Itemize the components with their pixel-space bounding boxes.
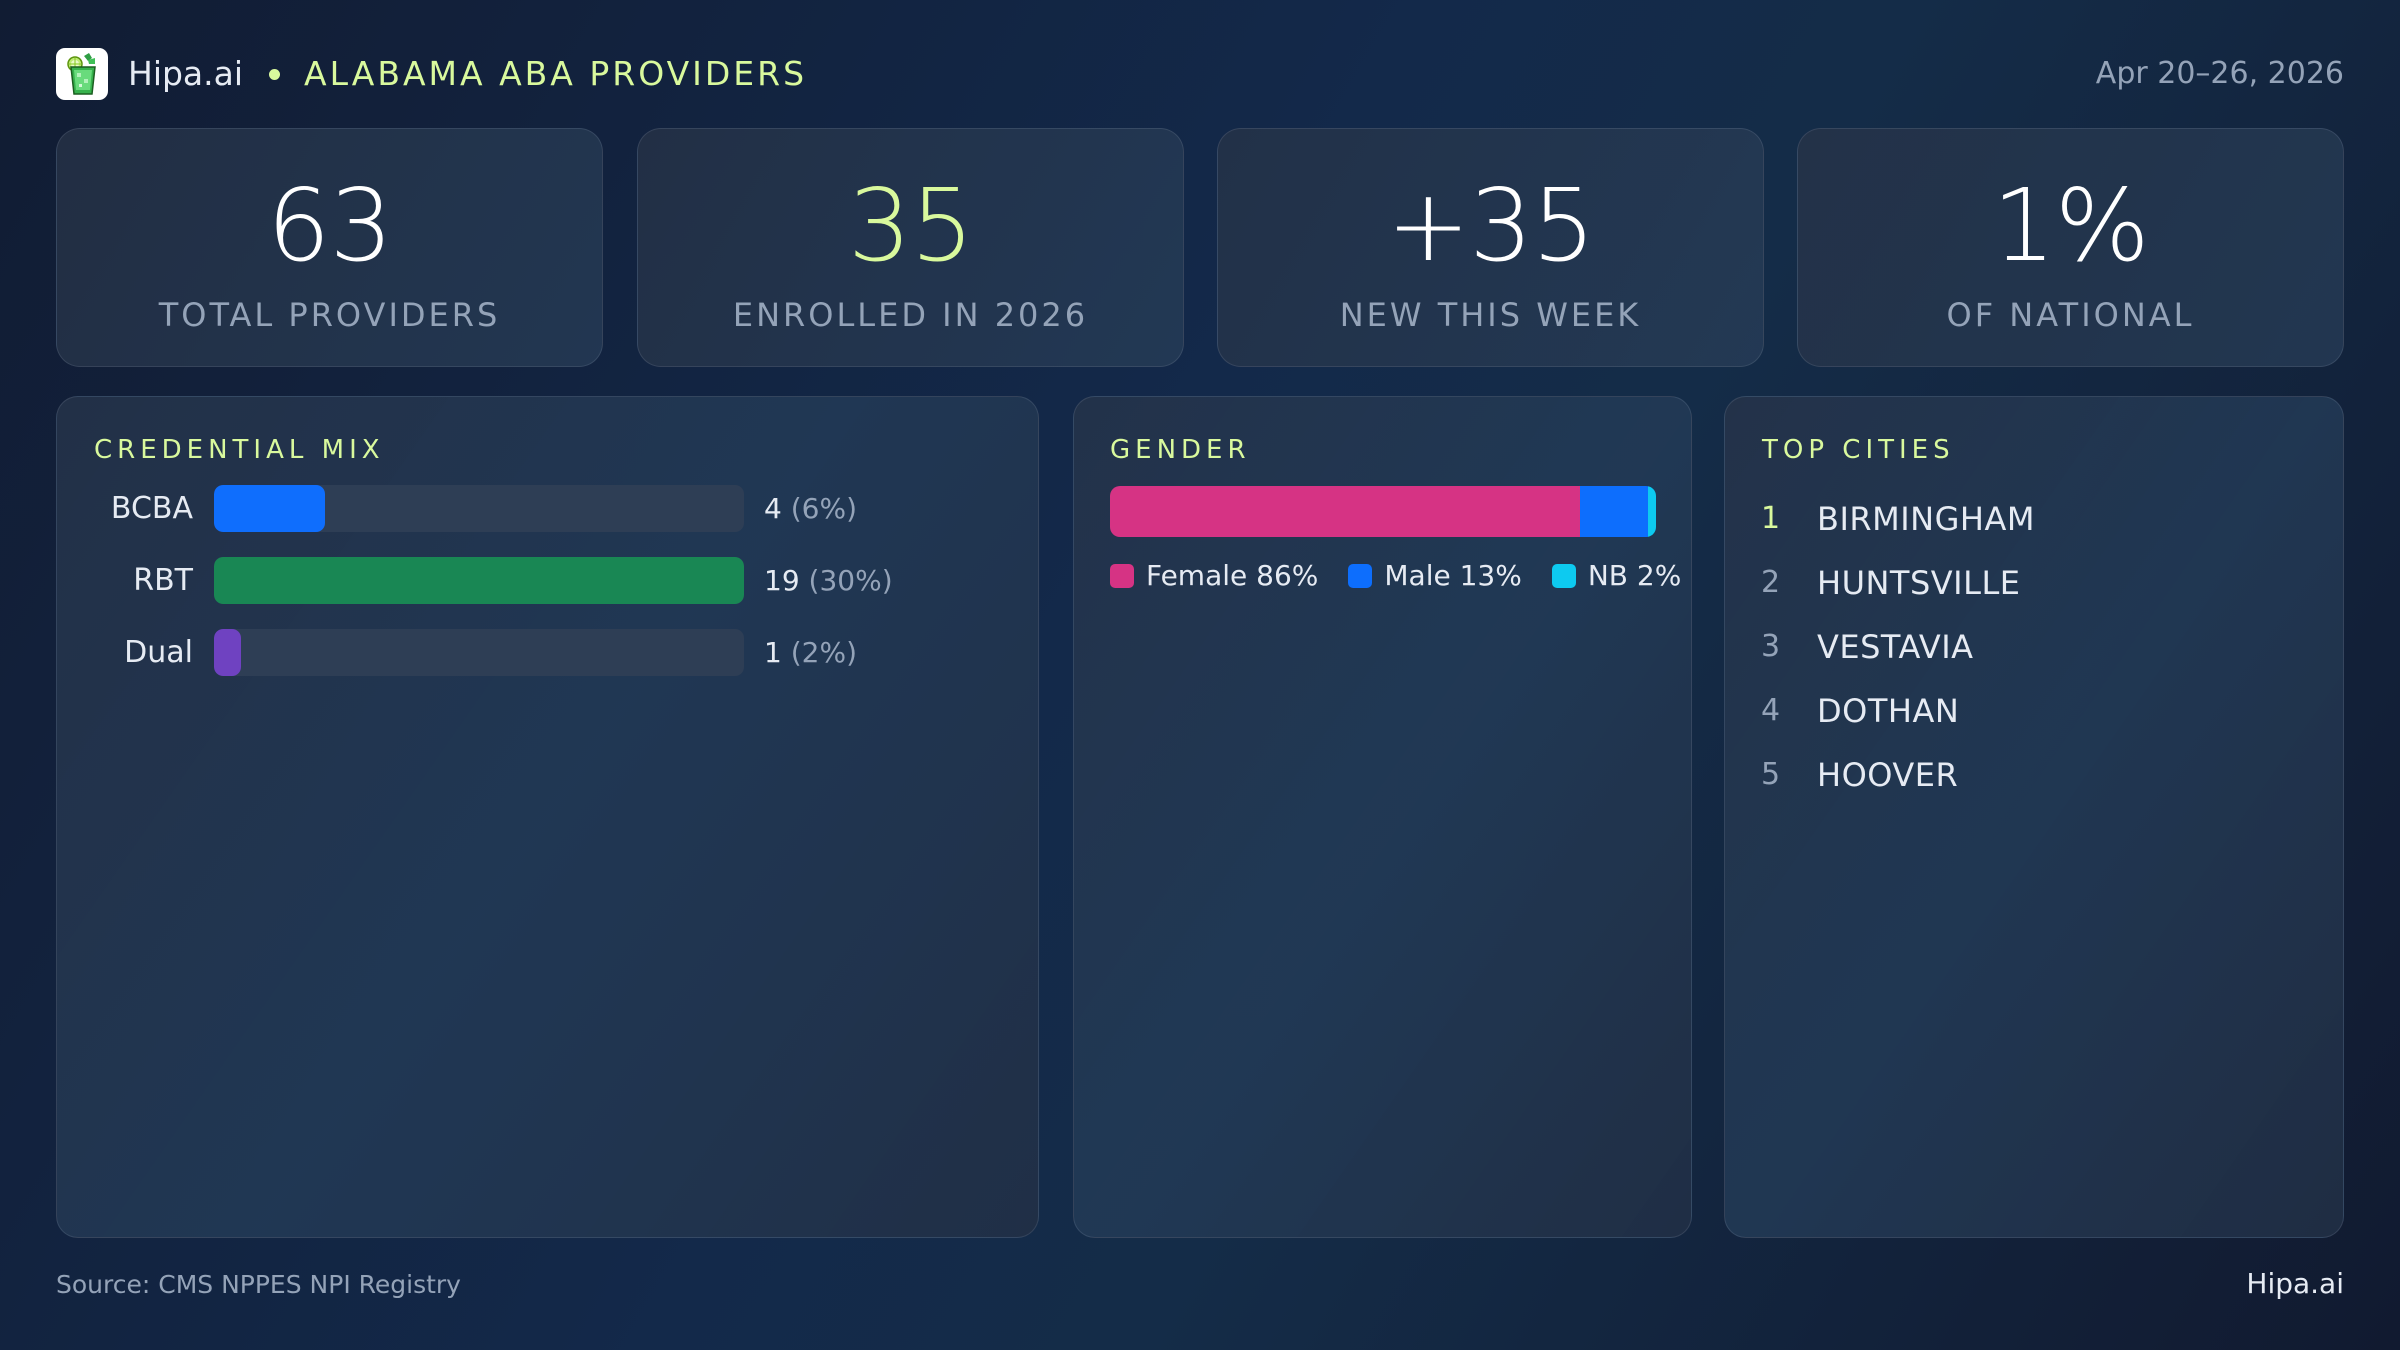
gender-segment-nb	[1648, 486, 1656, 537]
credential-percent: (30%)	[808, 564, 893, 597]
city-rank: 2	[1761, 565, 1781, 600]
legend-swatch	[1348, 564, 1373, 588]
credential-value: 4 (6%)	[764, 485, 857, 532]
legend-item-nb: NB 2%	[1551, 559, 1682, 593]
stat-card-enrolled-2026: 35 ENROLLED IN 2026	[637, 128, 1184, 367]
legend-label: Female 86%	[1146, 559, 1319, 592]
top-cities-panel: TOP CITIES 1 BIRMINGHAM 2 HUNTSVILLE 3 V…	[1724, 396, 2344, 1238]
stat-label: TOTAL PROVIDERS	[158, 296, 501, 334]
footer-brand: Hipa.ai	[2246, 1267, 2344, 1300]
credential-bar-track	[214, 485, 744, 532]
stat-value: +35	[1386, 167, 1595, 284]
gender-stacked-bar	[1110, 486, 1656, 537]
brand-name: Hipa.ai	[128, 54, 244, 93]
legend-swatch	[1110, 564, 1134, 588]
city-rank: 3	[1761, 629, 1781, 664]
credential-bar-track	[214, 557, 744, 604]
city-name: HUNTSVILLE	[1817, 564, 2021, 602]
credential-bar-fill	[214, 557, 744, 604]
legend-label: NB 2%	[1587, 559, 1682, 592]
credential-count: 1	[764, 636, 782, 669]
legend-item-male: Male 13%	[1348, 559, 1522, 593]
credential-bar-fill	[214, 629, 241, 676]
stat-value: 35	[847, 167, 974, 284]
city-list-item: 2 HUNTSVILLE	[1761, 551, 2035, 615]
credential-value: 19 (30%)	[764, 557, 893, 604]
legend-label: Male 13%	[1384, 559, 1522, 592]
date-range: Apr 20–26, 2026	[2095, 56, 2344, 91]
city-list: 1 BIRMINGHAM 2 HUNTSVILLE 3 VESTAVIA 4 D…	[1761, 487, 2035, 807]
city-name: BIRMINGHAM	[1817, 500, 2035, 538]
city-rank: 4	[1761, 693, 1781, 728]
logo	[56, 48, 108, 100]
city-list-item: 5 HOOVER	[1761, 743, 2035, 807]
credential-label: Dual	[124, 635, 193, 670]
city-name: DOTHAN	[1817, 692, 1960, 730]
stat-value: 63	[266, 167, 393, 284]
separator-dot	[269, 68, 281, 80]
stat-label: NEW THIS WEEK	[1339, 296, 1642, 334]
gender-panel: GENDER Female 86% Male 13% NB 2%	[1073, 396, 1692, 1238]
city-list-item: 4 DOTHAN	[1761, 679, 2035, 743]
city-list-item: 3 VESTAVIA	[1761, 615, 2035, 679]
stat-label: ENROLLED IN 2026	[732, 296, 1089, 334]
credential-mix-panel: CREDENTIAL MIX BCBA 4 (6%) RBT 19 (30%) …	[56, 396, 1039, 1238]
credential-percent: (2%)	[790, 636, 858, 669]
stat-card-of-national: 1% OF NATIONAL	[1797, 128, 2344, 367]
city-rank: 5	[1761, 757, 1781, 792]
mojito-drink-icon	[67, 53, 96, 95]
city-name: HOOVER	[1817, 756, 1959, 794]
header-brand: Hipa.ai ALABAMA ABA PROVIDERS	[128, 52, 807, 96]
panel-title: TOP CITIES	[1762, 435, 1955, 465]
gender-segment-female	[1110, 486, 1580, 537]
source-note: Source: CMS NPPES NPI Registry	[56, 1270, 461, 1299]
legend-item-female: Female 86%	[1110, 559, 1318, 593]
credential-count: 4	[764, 492, 782, 525]
stat-label: OF NATIONAL	[1946, 296, 2195, 334]
city-rank: 1	[1761, 501, 1781, 536]
legend-swatch	[1551, 564, 1576, 588]
gender-segment-male	[1579, 486, 1649, 537]
panel-title: CREDENTIAL MIX	[94, 435, 385, 465]
credential-label: BCBA	[110, 491, 193, 526]
credential-row-bcba: BCBA 4 (6%)	[57, 485, 1038, 532]
credential-count: 19	[764, 564, 800, 597]
gender-legend: Female 86% Male 13% NB 2%	[1110, 559, 1681, 593]
panel-title: GENDER	[1110, 435, 1251, 465]
credential-bar-track	[214, 629, 744, 676]
credential-bar-fill	[214, 485, 326, 532]
stat-card-total-providers: 63 TOTAL PROVIDERS	[56, 128, 603, 367]
city-name: VESTAVIA	[1817, 628, 1974, 666]
stat-card-new-this-week: +35 NEW THIS WEEK	[1217, 128, 1764, 367]
credential-value: 1 (2%)	[764, 629, 857, 676]
credential-label: RBT	[133, 563, 193, 598]
credential-percent: (6%)	[790, 492, 858, 525]
credential-row-dual: Dual 1 (2%)	[57, 629, 1038, 676]
stat-value: 1%	[1992, 167, 2150, 284]
city-list-item: 1 BIRMINGHAM	[1761, 487, 2035, 551]
credential-row-rbt: RBT 19 (30%)	[57, 557, 1038, 604]
page-title: ALABAMA ABA PROVIDERS	[304, 54, 808, 93]
